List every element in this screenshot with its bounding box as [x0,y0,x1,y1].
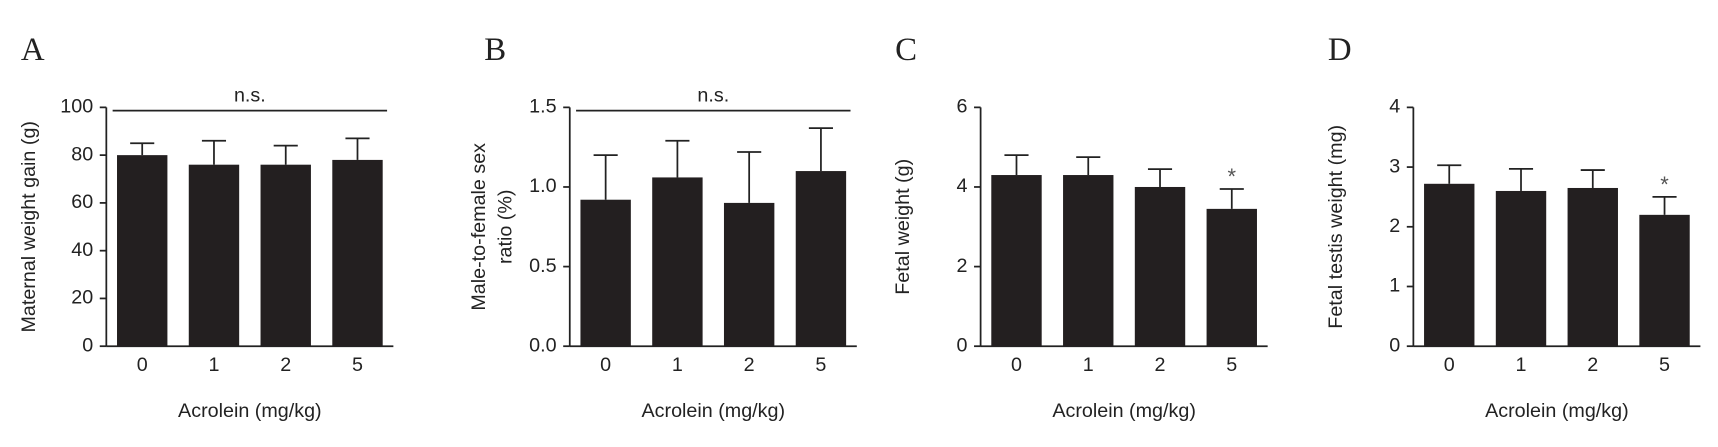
x-tick-label: 1 [672,354,683,376]
y-axis-label: Fetal weight (g) [892,159,914,295]
bar [1424,183,1475,347]
bar [1134,186,1186,347]
bar [332,159,383,347]
y-tick-label: 3 [1389,155,1400,177]
bar [260,164,311,347]
y-axis-label: Maternal weight gain (g) [18,121,40,333]
y-tick-label: 20 [71,287,93,309]
significance-mark: * [1660,172,1669,197]
bar [795,171,847,347]
x-tick-label: 2 [280,354,291,376]
y-tick-label: 2 [956,255,967,277]
y-tick-label: 0.0 [529,334,556,356]
bar [188,164,240,347]
x-tick-label: 1 [1083,354,1094,376]
y-tick-label: 80 [71,143,93,165]
bar [652,177,703,347]
y-axis-label: Male-to-female sex [468,143,490,311]
bar [723,202,775,347]
bar [1063,175,1114,347]
x-axis-label: Acrolein (mg/kg) [1485,400,1629,422]
y-tick-label: 0 [956,334,967,356]
y-tick-label: 40 [71,239,93,261]
y-tick-label: 100 [60,96,93,118]
bar [1567,187,1618,347]
y-tick-label: 2 [1389,215,1400,237]
y-tick-label: 1.5 [529,96,556,118]
x-tick-label: 1 [1516,354,1527,376]
bar [117,155,168,347]
x-axis-label: Acrolein (mg/kg) [642,400,786,422]
significance-mark: * [1228,164,1237,189]
bar [991,175,1042,347]
panel-label: D [1328,32,1352,68]
x-tick-label: 0 [1011,354,1022,376]
bar [1495,190,1547,347]
significance-label: n.s. [697,85,729,107]
x-tick-label: 0 [600,354,611,376]
y-tick-label: 4 [1389,96,1400,118]
y-tick-label: 4 [956,175,967,197]
x-tick-label: 5 [1226,354,1237,376]
y-tick-label: 0 [1389,334,1400,356]
panel-label: B [484,32,506,68]
panel-label: C [895,32,917,68]
y-axis-label: Fetal testis weight (mg) [1325,125,1347,329]
bar [1206,208,1257,347]
y-tick-label: 60 [71,191,93,213]
x-tick-label: 1 [208,354,219,376]
x-tick-label: 2 [1587,354,1598,376]
y-axis-label: ratio (%) [494,190,516,265]
bar [580,199,631,347]
x-tick-label: 2 [744,354,755,376]
x-tick-label: 2 [1155,354,1166,376]
significance-label: n.s. [234,85,266,107]
x-tick-label: 5 [1659,354,1670,376]
x-tick-label: 0 [1444,354,1455,376]
x-axis-label: Acrolein (mg/kg) [178,400,322,422]
x-tick-label: 0 [137,354,148,376]
y-tick-label: 1.0 [529,175,556,197]
y-tick-label: 0.5 [529,255,556,277]
x-axis-label: Acrolein (mg/kg) [1052,400,1196,422]
panel-label: A [21,32,45,68]
x-tick-label: 5 [352,354,363,376]
y-tick-label: 6 [956,96,967,118]
y-tick-label: 0 [82,334,93,356]
y-tick-label: 1 [1389,275,1400,297]
bar [1639,214,1690,347]
x-tick-label: 5 [815,354,826,376]
